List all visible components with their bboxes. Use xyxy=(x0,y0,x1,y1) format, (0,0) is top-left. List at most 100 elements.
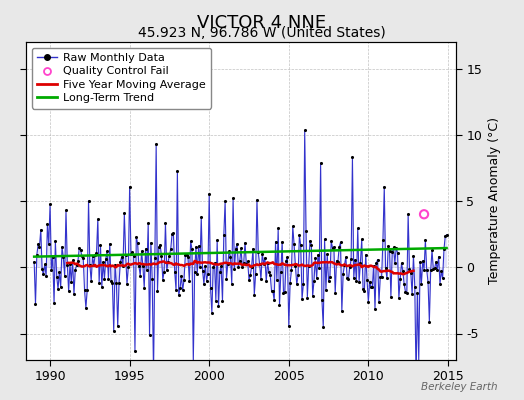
Point xyxy=(436,280,444,287)
Point xyxy=(102,256,110,262)
Point xyxy=(354,225,362,232)
Point xyxy=(344,276,353,282)
Point xyxy=(64,288,73,294)
Point xyxy=(376,274,385,280)
Point xyxy=(434,253,443,260)
Point xyxy=(255,261,264,267)
Point xyxy=(205,190,213,197)
Point xyxy=(50,299,58,306)
Point xyxy=(367,284,375,290)
Point xyxy=(100,276,108,282)
Point xyxy=(241,239,249,246)
Point xyxy=(154,288,162,294)
Point xyxy=(239,260,248,266)
Point xyxy=(289,223,297,230)
Point xyxy=(254,249,263,256)
Point xyxy=(295,232,303,238)
Point xyxy=(225,248,233,254)
Point xyxy=(392,245,400,251)
Point xyxy=(43,221,51,227)
Point xyxy=(329,245,337,252)
Point xyxy=(413,289,422,296)
Point xyxy=(262,278,270,285)
Point xyxy=(441,233,450,239)
Legend: Raw Monthly Data, Quality Control Fail, Five Year Moving Average, Long-Term Tren: Raw Monthly Data, Quality Control Fail, … xyxy=(32,48,211,109)
Point xyxy=(324,278,333,284)
Point xyxy=(368,284,377,290)
Point xyxy=(350,275,358,281)
Point xyxy=(152,141,160,147)
Point xyxy=(302,228,310,234)
Point xyxy=(32,252,41,258)
Point xyxy=(206,285,215,292)
Point xyxy=(362,252,370,258)
Point xyxy=(222,276,231,282)
Point xyxy=(414,358,423,364)
Point xyxy=(57,284,65,290)
Point xyxy=(213,237,221,244)
Point xyxy=(320,236,329,242)
Point xyxy=(258,250,266,257)
Point xyxy=(122,252,130,258)
Point xyxy=(176,285,184,292)
Point xyxy=(351,256,359,263)
Point xyxy=(193,270,201,277)
Point xyxy=(220,232,228,238)
Point xyxy=(297,242,305,249)
Point xyxy=(279,290,288,296)
Point xyxy=(272,276,281,283)
Point xyxy=(74,258,82,264)
Point xyxy=(83,287,91,294)
Point xyxy=(110,328,118,335)
Point xyxy=(230,266,238,272)
Y-axis label: Temperature Anomaly (°C): Temperature Anomaly (°C) xyxy=(488,118,501,284)
Point xyxy=(400,281,408,288)
Point xyxy=(55,269,63,276)
Point xyxy=(117,254,126,260)
Point xyxy=(51,238,60,244)
Point xyxy=(148,276,156,282)
Point xyxy=(165,252,173,259)
Point xyxy=(424,279,432,286)
Point xyxy=(399,268,407,274)
Point xyxy=(69,257,77,264)
Point xyxy=(210,260,219,266)
Point xyxy=(334,259,342,265)
Point xyxy=(221,198,230,204)
Point xyxy=(377,274,386,280)
Point xyxy=(429,266,438,272)
Point xyxy=(395,295,403,301)
Point xyxy=(352,278,361,284)
Point xyxy=(219,298,227,304)
Point xyxy=(257,276,265,283)
Point xyxy=(155,244,163,250)
Point xyxy=(227,280,236,287)
Point xyxy=(244,258,252,265)
Point xyxy=(60,273,69,279)
Point xyxy=(194,243,203,249)
Point xyxy=(253,197,261,203)
Point xyxy=(184,254,192,260)
Point xyxy=(394,249,402,256)
Point xyxy=(412,376,420,383)
Point xyxy=(80,287,89,294)
Point xyxy=(249,246,257,252)
Point xyxy=(294,272,302,278)
Point xyxy=(371,306,379,312)
Point xyxy=(147,240,155,246)
Point xyxy=(364,298,373,305)
Point xyxy=(174,292,183,298)
Point xyxy=(40,261,49,268)
Point xyxy=(185,278,193,284)
Point xyxy=(242,261,250,268)
Point xyxy=(45,241,53,248)
Point xyxy=(322,286,330,293)
Point xyxy=(278,238,286,245)
Point xyxy=(417,280,425,287)
Point xyxy=(202,277,211,284)
Point xyxy=(309,293,317,299)
Point xyxy=(300,127,309,134)
Point xyxy=(238,264,247,270)
Point xyxy=(63,262,71,268)
Point xyxy=(37,226,45,233)
